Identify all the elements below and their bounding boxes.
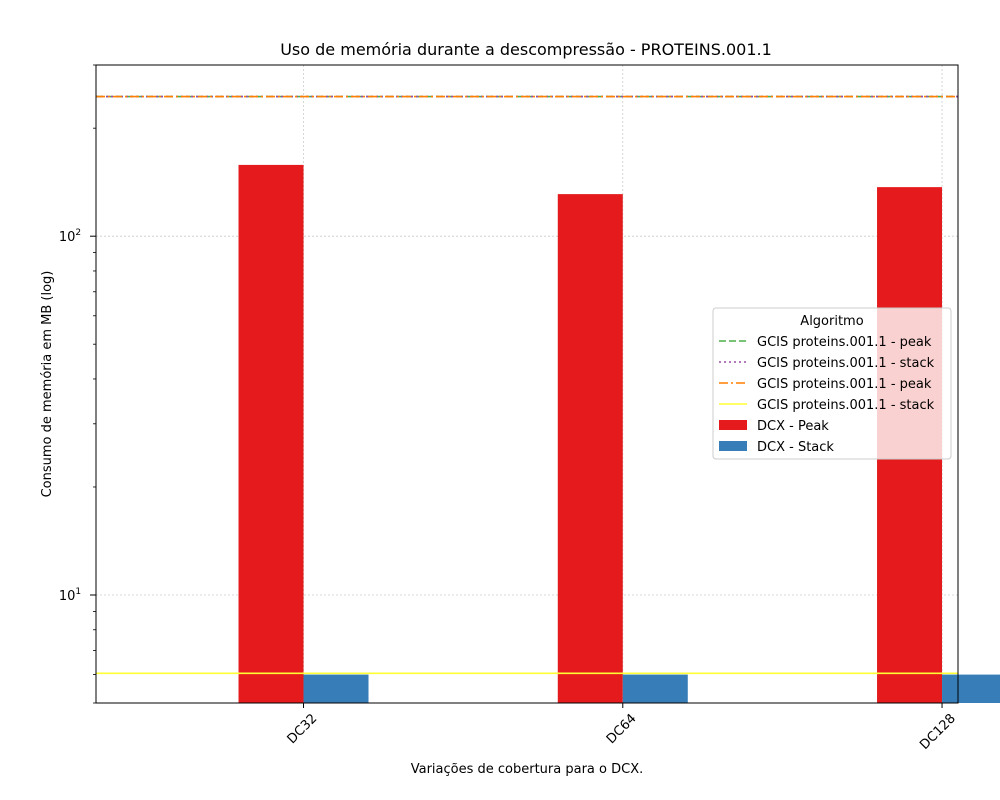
legend-entry-label: GCIS proteins.001.1 - stack: [757, 398, 935, 413]
legend-entry-label: DCX - Peak: [757, 419, 829, 434]
x-axis-label: Variações de cobertura para o DCX.: [411, 762, 644, 777]
bar: [557, 194, 623, 704]
y-tick-exponent: 1: [75, 587, 81, 597]
plot-frame: [95, 64, 959, 704]
legend-entry-label: GCIS proteins.001.1 - peak: [757, 335, 932, 350]
legend-patch-swatch: [719, 420, 747, 430]
bar: [238, 164, 304, 703]
legend-entry-label: GCIS proteins.001.1 - peak: [757, 377, 932, 392]
legend-box: [712, 307, 952, 460]
y-axis-label: Consumo de memória em MB (log): [40, 271, 55, 498]
legend-patch-swatch: [719, 441, 747, 451]
bar: [303, 674, 369, 703]
bar: [942, 674, 1000, 703]
legend-title: Algoritmo: [800, 314, 863, 329]
y-tick-exponent: 2: [75, 228, 81, 238]
legend-entry-label: GCIS proteins.001.1 - stack: [757, 356, 935, 371]
legend: Algoritmo GCIS proteins.001.1 - peak GCIS …: [712, 307, 952, 460]
chart-title: Uso de memória durante a descompressão -…: [280, 40, 772, 59]
legend-entry-label: DCX - Stack: [757, 440, 834, 455]
bar: [622, 674, 688, 703]
reference-lines: [96, 95, 958, 675]
